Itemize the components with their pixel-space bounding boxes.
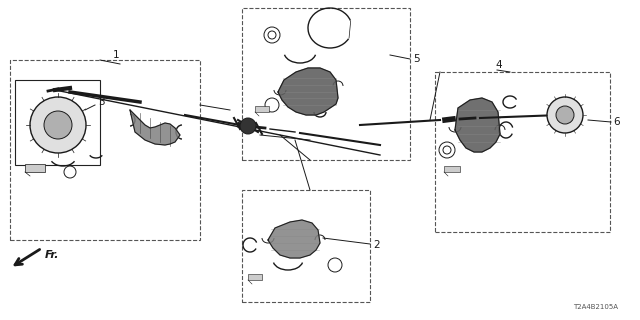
Polygon shape [130, 110, 180, 145]
Circle shape [30, 97, 86, 153]
Text: 2: 2 [373, 240, 380, 250]
Text: 1: 1 [113, 50, 120, 60]
Circle shape [547, 97, 583, 133]
Circle shape [240, 118, 256, 134]
Polygon shape [278, 68, 338, 115]
Bar [435, 72, 610, 232]
Polygon shape [268, 220, 320, 258]
Text: 3: 3 [98, 97, 104, 107]
Circle shape [556, 106, 574, 124]
Bar [242, 8, 410, 160]
Polygon shape [455, 98, 500, 152]
Bar [25, 164, 45, 172]
Text: 4: 4 [495, 60, 502, 70]
Text: T2A4B2105A: T2A4B2105A [573, 304, 618, 310]
Bar [15, 80, 100, 165]
Bar [242, 190, 370, 302]
Bar [444, 166, 460, 172]
Bar [248, 274, 262, 280]
Circle shape [44, 111, 72, 139]
Bar [255, 106, 269, 112]
Text: 5: 5 [413, 54, 420, 64]
Text: 6: 6 [613, 117, 620, 127]
Bar [10, 60, 200, 240]
Text: Fr.: Fr. [45, 250, 60, 260]
